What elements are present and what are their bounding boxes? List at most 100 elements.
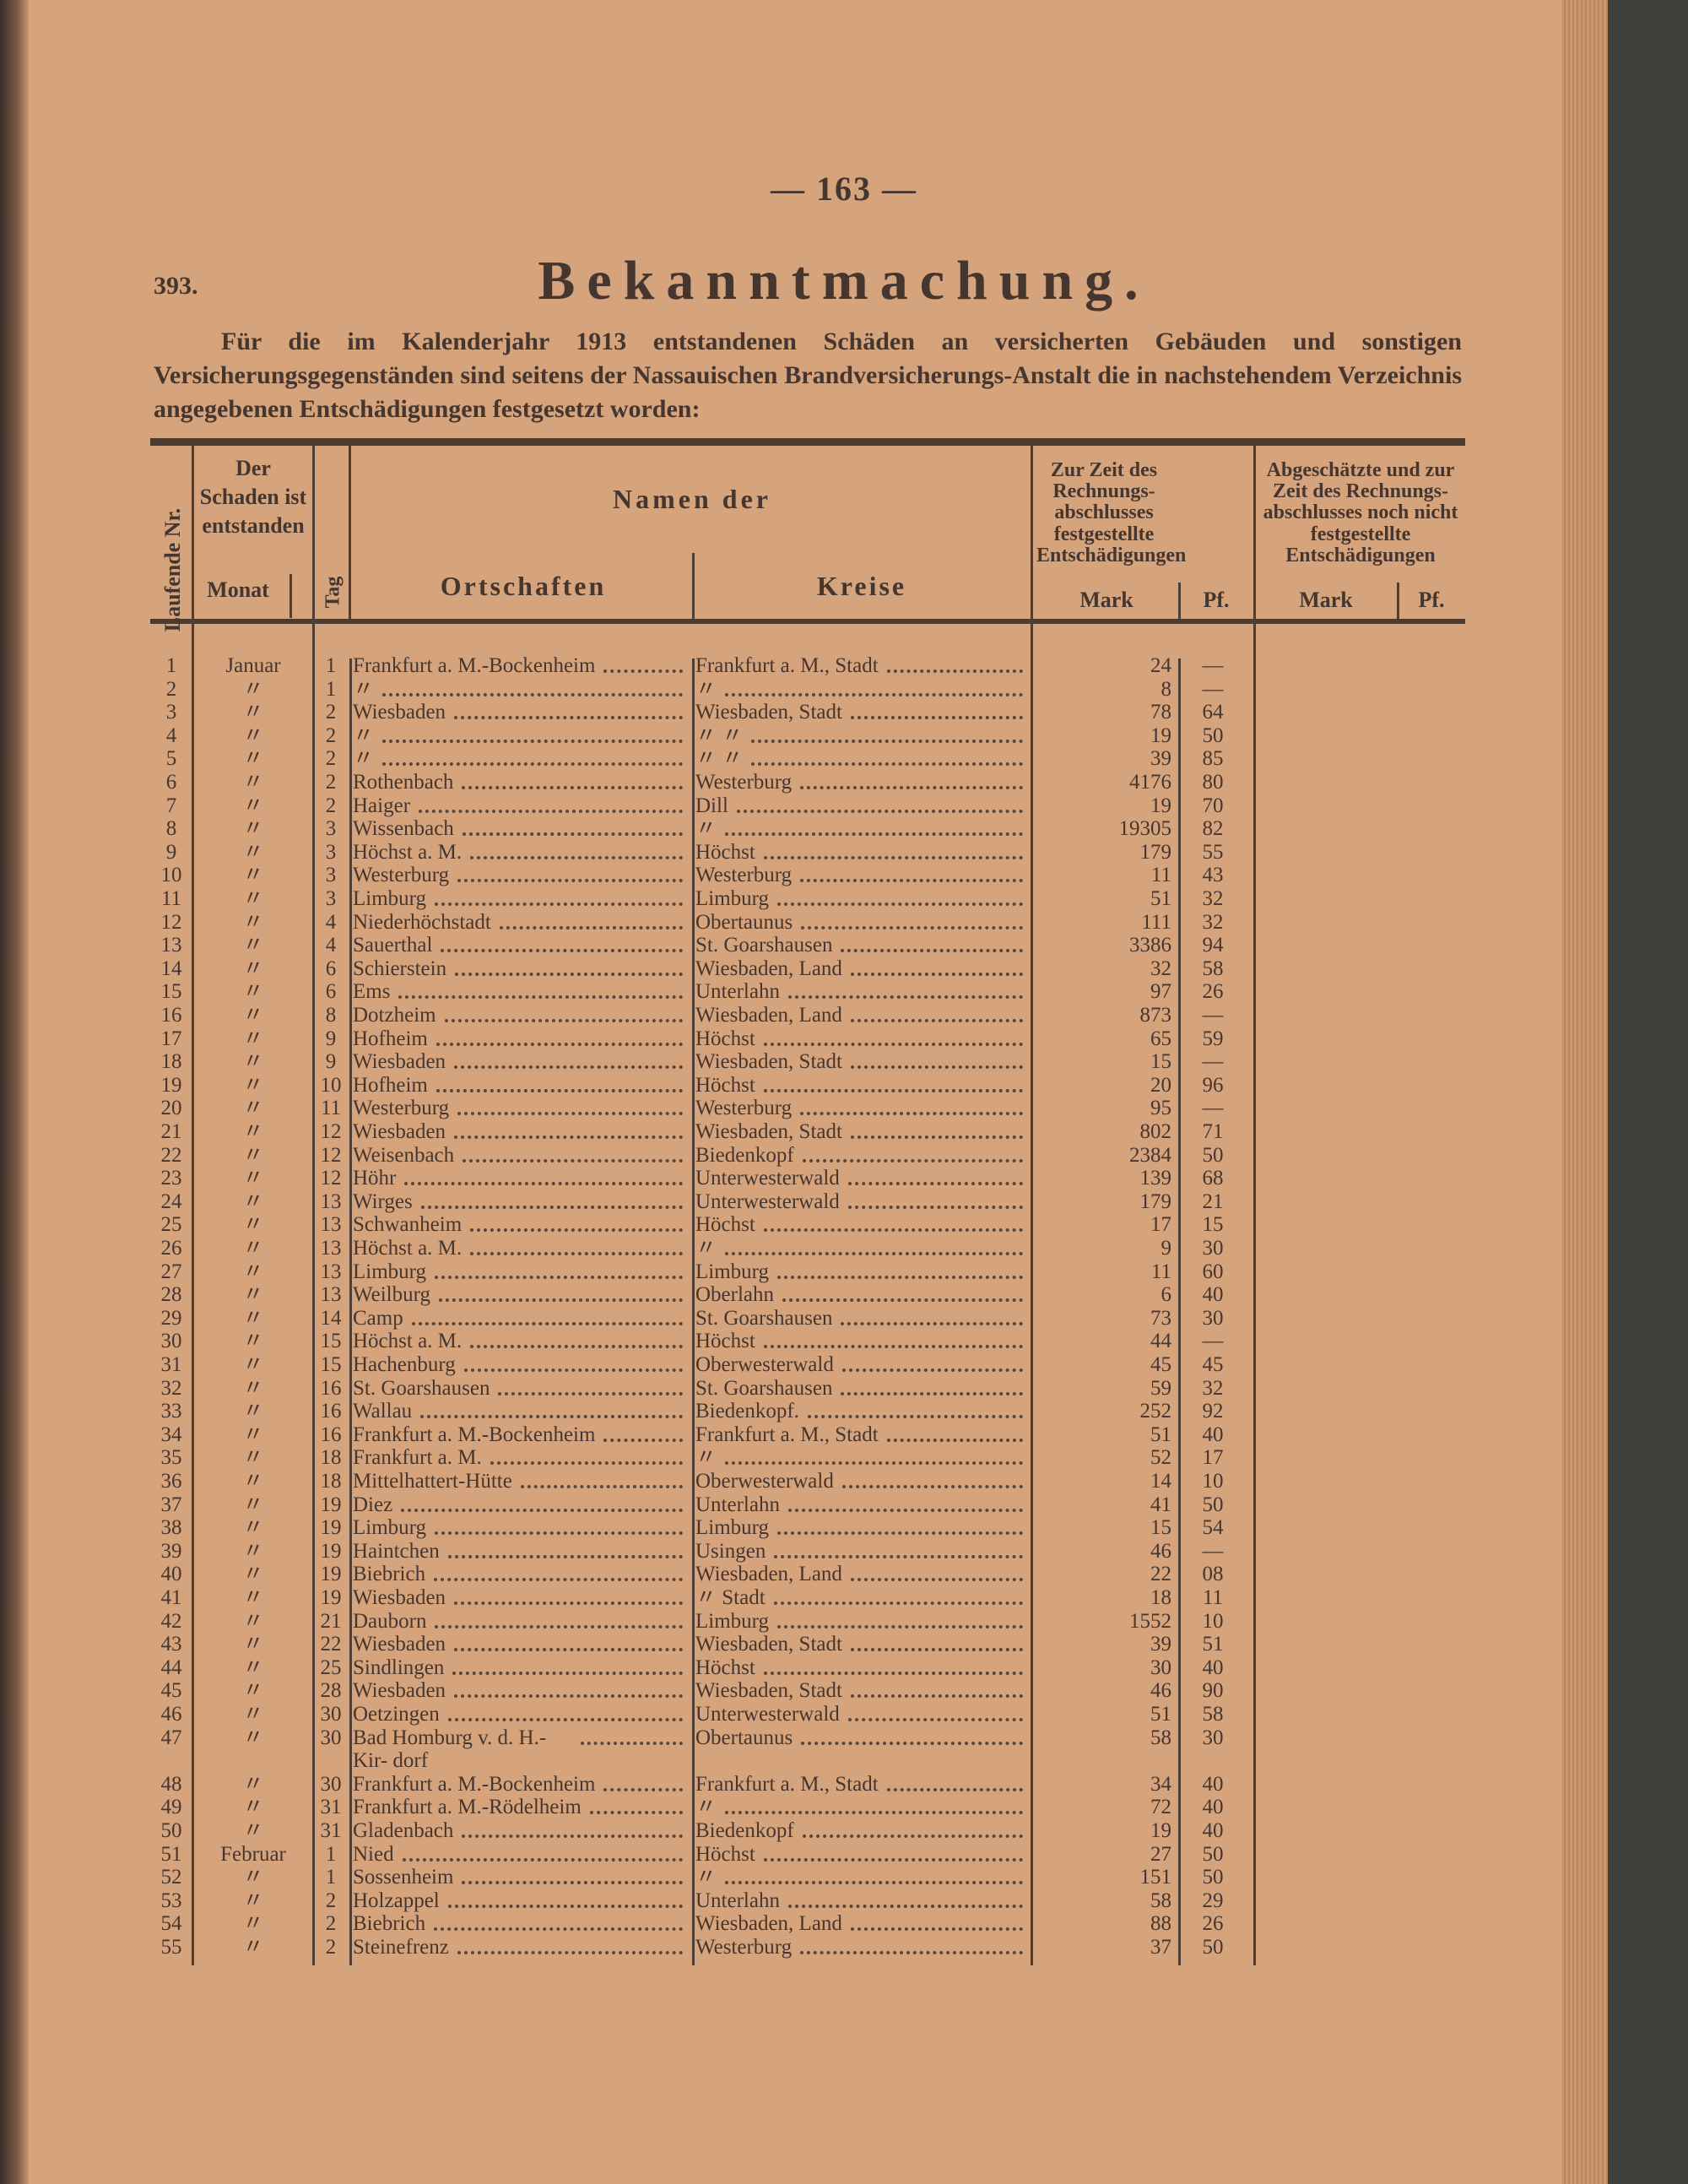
month-cell: 〃 [242, 1073, 264, 1097]
pfennig-cell: 71 [1202, 1120, 1224, 1143]
dot-leader [847, 1167, 1023, 1186]
dot-leader [763, 1656, 1023, 1675]
month-cell: 〃 [242, 1400, 264, 1423]
month-cell: 〃 [242, 1027, 264, 1050]
locality-cell: 〃 [353, 678, 686, 702]
row-number: 47 [160, 1726, 182, 1749]
day-cell: 13 [320, 1283, 342, 1307]
dot-leader [800, 771, 1023, 789]
pfennig-cell: 92 [1202, 1400, 1224, 1423]
mark-cell: 39 [1150, 747, 1171, 771]
header-festgestellt: Zur Zeit des Rechnungs-abschlusses festg… [1036, 459, 1187, 566]
row-number: 39 [160, 1539, 182, 1563]
row-number: 49 [160, 1796, 182, 1819]
column-divider [692, 553, 695, 619]
locality-name: Dotzheim [353, 1004, 436, 1027]
locality-cell: Wallau [353, 1400, 686, 1423]
dot-leader [382, 678, 683, 696]
row-number: 10 [160, 864, 182, 887]
month-cell: Januar [225, 654, 281, 677]
dot-leader [850, 1912, 1023, 1932]
pfennig-cell: 15 [1202, 1213, 1224, 1237]
day-cell: 4 [325, 910, 337, 934]
table-row: 7 〃 2 Haiger Dill 19 70 [150, 794, 1465, 818]
table-row: 35 〃 18 Frankfurt a. M. 〃 52 17 [150, 1446, 1465, 1470]
mark-cell: 58 [1150, 1889, 1171, 1912]
pfennig-cell: — [1202, 654, 1224, 677]
dot-leader [470, 1213, 683, 1233]
district-cell: St. Goarshausen [695, 1377, 1026, 1401]
locality-cell: Weilburg [353, 1283, 686, 1307]
mark-cell: 46 [1150, 1679, 1171, 1703]
pfennig-cell: 10 [1202, 1470, 1224, 1493]
district-cell: Obertaunus [695, 911, 1026, 935]
pfennig-cell: 51 [1202, 1633, 1224, 1656]
table-row: 6 〃 2 Rothenbach Westerburg 4176 80 [150, 771, 1465, 794]
locality-name: Nied [353, 1842, 394, 1866]
header-ortschaften: Ortschaften [440, 571, 607, 601]
locality-name: Mittelhattert-Hütte [353, 1470, 512, 1493]
locality-cell: Holzappel [353, 1889, 686, 1913]
district-cell: Wiesbaden, Stadt [695, 701, 1026, 724]
row-number: 20 [160, 1097, 182, 1120]
month-cell: 〃 [242, 1004, 264, 1027]
row-number: 31 [160, 1353, 182, 1376]
pfennig-cell: 68 [1202, 1167, 1224, 1190]
locality-cell: Sossenheim [353, 1866, 686, 1889]
dot-leader [886, 1773, 1023, 1791]
dot-leader [763, 1330, 1023, 1349]
district-name: 〃 [695, 677, 717, 701]
day-cell: 6 [325, 957, 337, 980]
day-cell: 16 [320, 1400, 342, 1423]
table-header-rule [150, 619, 1465, 624]
row-number: 54 [160, 1912, 182, 1936]
day-cell: 12 [320, 1143, 342, 1167]
locality-cell: Frankfurt a. M.-Bockenheim [353, 654, 686, 678]
column-divider [1397, 583, 1399, 619]
mark-cell: 59 [1150, 1376, 1171, 1400]
month-cell: 〃 [242, 1819, 264, 1842]
row-number: 16 [160, 1004, 182, 1027]
locality-name: Wiesbaden [353, 1679, 446, 1703]
pfennig-cell: 60 [1202, 1260, 1224, 1283]
table-row: 38 〃 19 Limburg Limburg 15 54 [150, 1516, 1465, 1540]
locality-name: Wissenbach [353, 817, 454, 841]
district-cell: Westerburg [695, 1936, 1026, 1959]
row-number: 11 [160, 887, 182, 910]
district-cell: Wiesbaden, Land [695, 957, 1026, 981]
pfennig-cell: 40 [1202, 1656, 1224, 1679]
dot-leader [773, 1586, 1023, 1605]
mark-cell: 19305 [1118, 817, 1172, 841]
district-cell: 〃 [695, 1446, 1026, 1470]
locality-name: Sossenheim [353, 1866, 454, 1889]
district-name: Unterwesterwald [695, 1703, 840, 1726]
pfennig-cell: 45 [1202, 1353, 1224, 1376]
dot-leader [850, 957, 1023, 976]
dot-leader [436, 1027, 683, 1046]
locality-cell: Hofheim [353, 1074, 686, 1097]
locality-name: Ems [353, 980, 391, 1004]
locality-name: Weilburg [353, 1283, 430, 1307]
day-cell: 25 [320, 1656, 342, 1679]
district-name: Limburg [695, 1260, 770, 1283]
dot-leader [777, 1516, 1023, 1536]
row-number: 23 [160, 1167, 182, 1190]
locality-cell: Camp [353, 1307, 686, 1330]
mark-cell: 1552 [1129, 1609, 1171, 1633]
locality-cell: Biebrich [353, 1563, 686, 1586]
mark-cell: 34 [1150, 1772, 1171, 1796]
month-cell: 〃 [242, 840, 264, 864]
dot-leader [725, 1237, 1023, 1255]
mark-cell: 179 [1139, 840, 1172, 864]
month-cell: 〃 [242, 1539, 264, 1563]
dot-leader [401, 1493, 683, 1512]
month-cell: 〃 [242, 934, 264, 957]
locality-name: Wiesbaden [353, 1633, 446, 1656]
district-name: Wiesbaden, Stadt [695, 1050, 842, 1074]
dot-leader [800, 1097, 1023, 1116]
locality-cell: Westerburg [353, 864, 686, 887]
dot-leader [841, 1353, 1023, 1372]
mark-cell: 15 [1150, 1050, 1171, 1074]
column-divider [349, 446, 351, 619]
header-namen-der: Namen der [613, 484, 771, 514]
